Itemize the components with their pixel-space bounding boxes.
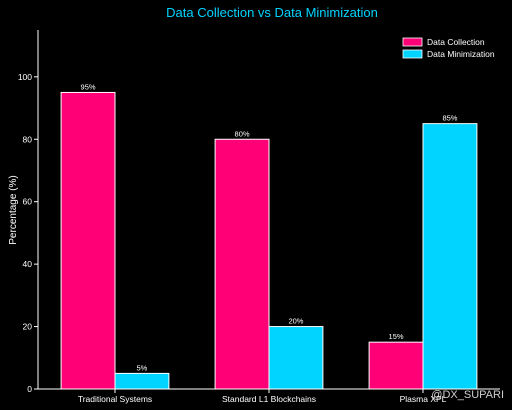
- bar-data-collection: [60, 91, 116, 390]
- y-tick-label: 80: [23, 134, 33, 144]
- data-label: 85%: [442, 114, 457, 123]
- data-label: 15%: [389, 332, 404, 341]
- y-axis-label: Percentage (%): [8, 175, 19, 244]
- bar-data-minimization: [422, 123, 478, 390]
- data-label: 20%: [288, 317, 303, 326]
- y-tick-label: 60: [23, 197, 33, 207]
- data-label: 80%: [235, 129, 250, 138]
- legend-label: Data Minimization: [427, 49, 495, 59]
- y-tick-label: 40: [23, 259, 33, 269]
- legend-swatch-data-minimization: [402, 49, 423, 59]
- bar-data-collection: [368, 341, 424, 390]
- bar-data-minimization: [114, 372, 170, 390]
- data-label: 95%: [81, 82, 96, 91]
- y-tick-label: 20: [23, 322, 33, 332]
- legend-label: Data Collection: [427, 37, 485, 47]
- watermark: @DX_SUPARI: [431, 389, 504, 401]
- bar-data-collection: [214, 138, 270, 390]
- y-tick-label: 0: [27, 384, 32, 394]
- x-tick-label: Standard L1 Blockchains: [222, 394, 316, 404]
- data-label: 5%: [137, 363, 148, 372]
- legend-swatch-data-collection: [402, 37, 423, 47]
- chart-title: Data Collection vs Data Minimization: [166, 5, 378, 20]
- legend: Data Collection Data Minimization: [402, 37, 495, 59]
- plot-area: 0 20 40 60 80 100 Traditional Systems 95% 5% Stan…: [18, 30, 500, 404]
- x-tick-label: Plasma XPL: [400, 394, 447, 404]
- y-tick-label: 100: [18, 72, 32, 82]
- x-tick-label: Traditional Systems: [78, 394, 152, 404]
- bar-data-minimization: [268, 326, 324, 390]
